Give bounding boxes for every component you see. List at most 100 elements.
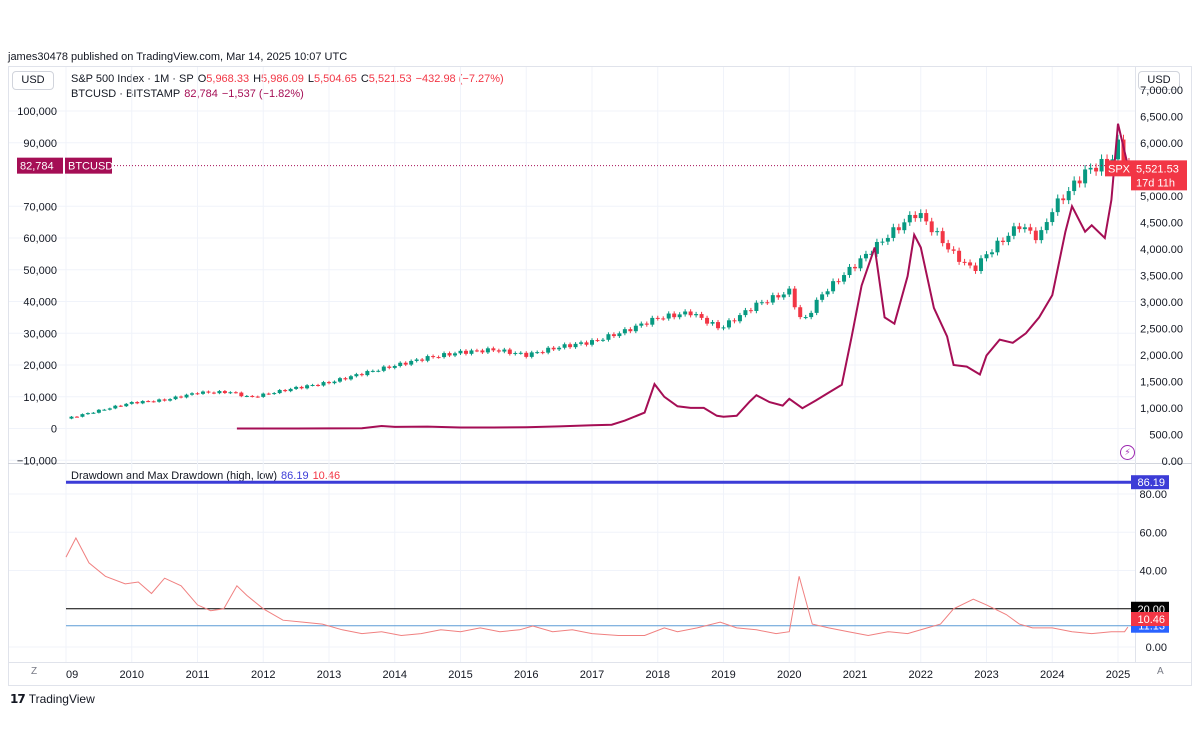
zoom-reset-button[interactable]: Z	[31, 666, 38, 677]
spx-candle	[513, 353, 518, 355]
spx-candle	[918, 213, 923, 219]
left-axis-tick: 30,000	[23, 328, 57, 340]
spx-candle	[228, 392, 233, 394]
spx-candle	[710, 322, 715, 324]
spx-candle	[85, 413, 90, 415]
btc-title: BTCUSD · BITSTAMP	[71, 88, 181, 100]
spx-candle	[573, 343, 578, 348]
spx-candle	[814, 299, 819, 313]
spx-candle	[1044, 222, 1049, 231]
time-axis-tick: 2018	[646, 669, 670, 681]
auto-scale-button[interactable]: A	[1157, 666, 1164, 677]
left-axis-tick: 90,000	[23, 138, 57, 150]
spx-high-label: H	[253, 73, 262, 85]
spx-candle	[398, 362, 403, 366]
left-axis-tick: 70,000	[23, 201, 57, 213]
spx-candle	[1116, 139, 1120, 160]
right-currency-button[interactable]: USD	[1138, 71, 1180, 90]
dd-high: 86.19	[281, 470, 309, 482]
btc-price-tag	[17, 157, 63, 174]
left-currency-button[interactable]: USD	[12, 71, 54, 90]
spx-candle	[425, 356, 430, 361]
spx-candle	[102, 409, 107, 411]
spx-candle	[124, 403, 129, 407]
spx-legend[interactable]: S&P 500 Index · 1M · SP O5,968.33 H5,986.0…	[71, 73, 508, 85]
spx-candle	[420, 359, 425, 361]
spx-candle	[233, 392, 238, 394]
spx-high: 5,986.09	[261, 73, 304, 85]
spx-candle	[507, 349, 512, 354]
spx-candle	[1094, 167, 1099, 172]
spx-candle	[1088, 167, 1093, 170]
spx-candle	[699, 314, 704, 318]
lightning-icon[interactable]: ⚡	[1120, 445, 1135, 460]
time-axis-tick: 2013	[317, 669, 341, 681]
spx-candle	[907, 214, 912, 223]
time-axis-tick: 2017	[580, 669, 604, 681]
spx-candle	[409, 360, 414, 365]
btc-value: 82,784	[184, 88, 218, 100]
spx-candle	[688, 311, 693, 316]
left-axis-tick: 20,000	[23, 360, 57, 372]
spx-candle	[162, 399, 167, 401]
spx-candle	[765, 302, 770, 304]
spx-candle	[376, 370, 381, 372]
tradingview-logo-icon: 𝟭𝟳	[10, 692, 26, 706]
spx-symbol-tag	[1105, 160, 1131, 177]
spx-candle	[1050, 212, 1055, 223]
spx-candle	[1066, 191, 1071, 201]
spx-candle	[190, 393, 195, 395]
spx-candle	[129, 402, 134, 404]
spx-title: S&P 500 Index · 1M · SP	[71, 73, 194, 85]
spx-candle	[606, 334, 611, 340]
spx-candle	[74, 416, 79, 418]
spx-candle	[343, 378, 348, 380]
time-axis-tick: 2025	[1106, 669, 1130, 681]
spx-candle	[96, 409, 101, 413]
spx-candle	[485, 348, 490, 353]
spx-candle	[836, 281, 841, 283]
spx-close: 5,521.53	[368, 73, 412, 85]
spx-candle	[979, 258, 984, 272]
spx-candle	[995, 240, 1000, 253]
time-axis-tick: 2012	[251, 669, 275, 681]
spx-candle	[299, 386, 304, 389]
time-axis-tick: 09	[66, 669, 78, 681]
tradingview-brand[interactable]: 𝟭𝟳 TradingView	[10, 692, 95, 706]
time-axis-tick: 2024	[1040, 669, 1064, 681]
btc-symbol-tag-text: BTCUSD	[68, 161, 113, 173]
spx-candle	[831, 281, 836, 292]
pane-separator[interactable]	[8, 463, 1192, 464]
time-axis-tick: 2022	[909, 669, 933, 681]
spx-candle	[853, 266, 857, 269]
spx-candle	[721, 327, 726, 329]
spx-candle	[743, 310, 748, 316]
spx-candle	[1006, 235, 1011, 242]
spx-candle	[584, 342, 589, 345]
dd-last-tag	[1131, 612, 1169, 627]
right-axis-tick: 4,000.00	[1140, 244, 1183, 256]
spx-candle	[535, 352, 540, 354]
time-axis-tick: 2021	[843, 669, 867, 681]
spx-candle	[474, 350, 479, 352]
spx-candle	[842, 275, 847, 282]
spx-candle	[1039, 230, 1044, 241]
spx-open: 5,968.33	[206, 73, 250, 85]
spx-candle	[792, 288, 797, 308]
drawdown-legend[interactable]: Drawdown and Max Drawdown (high, low) 86.…	[71, 470, 344, 482]
dd-axis-tick: 40.00	[1139, 566, 1167, 578]
spx-candle	[661, 318, 666, 320]
spx-close-label: C	[360, 73, 369, 85]
spx-candle	[480, 350, 485, 353]
spx-candle	[354, 374, 359, 377]
spx-low-label: L	[307, 73, 314, 85]
spx-candle	[69, 416, 74, 419]
right-axis-tick: 0.00	[1162, 456, 1183, 468]
spx-candle	[984, 254, 989, 259]
left-axis-tick: 10,000	[23, 392, 57, 404]
spx-candle	[863, 253, 868, 259]
spx-candle	[491, 348, 496, 351]
dd-title: Drawdown and Max Drawdown (high, low)	[71, 470, 278, 482]
spx-candle	[447, 353, 452, 356]
